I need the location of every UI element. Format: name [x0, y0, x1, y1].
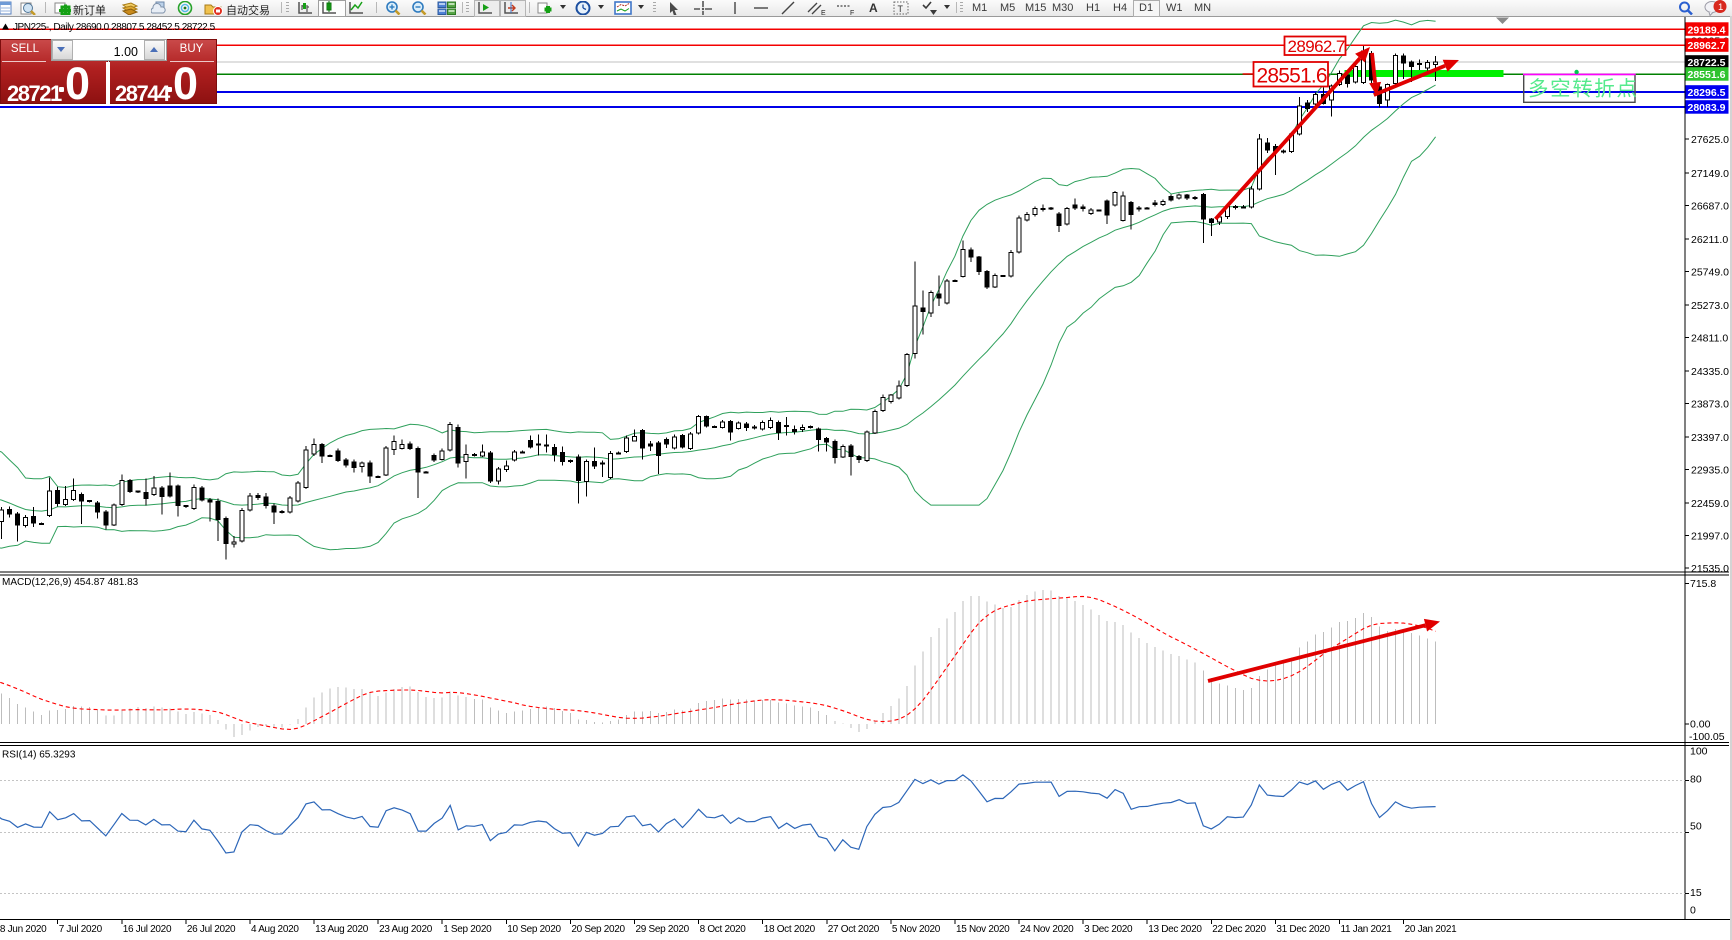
svg-text:50: 50 [1690, 821, 1702, 833]
svg-text:25749.0: 25749.0 [1691, 266, 1729, 278]
svg-text:28551.6: 28551.6 [1257, 65, 1327, 88]
svg-text:15 Nov 2020: 15 Nov 2020 [956, 924, 1010, 935]
svg-text:23873.0: 23873.0 [1691, 399, 1729, 411]
svg-text:8 Oct 2020: 8 Oct 2020 [700, 924, 747, 935]
svg-text:0: 0 [1690, 905, 1696, 917]
svg-text:28962.7: 28962.7 [1688, 40, 1726, 52]
svg-text:26 Jul 2020: 26 Jul 2020 [187, 924, 236, 935]
svg-text:24 Nov 2020: 24 Nov 2020 [1020, 924, 1074, 935]
svg-text:21997.0: 21997.0 [1691, 531, 1729, 543]
svg-text:16 Jul 2020: 16 Jul 2020 [123, 924, 172, 935]
svg-text:28 Jun 2020: 28 Jun 2020 [0, 924, 47, 935]
svg-text:0.00: 0.00 [1690, 719, 1711, 731]
svg-text:多空转折点: 多空转折点 [1528, 78, 1639, 101]
svg-text:27149.0: 27149.0 [1691, 168, 1729, 180]
svg-text:20 Sep 2020: 20 Sep 2020 [571, 924, 625, 935]
svg-text:25273.0: 25273.0 [1691, 300, 1729, 312]
svg-text:F: F [850, 10, 854, 15]
svg-text:22459.0: 22459.0 [1691, 498, 1729, 510]
svg-text:3 Dec 2020: 3 Dec 2020 [1084, 924, 1133, 935]
svg-text:T: T [898, 4, 904, 14]
svg-text:80: 80 [1690, 774, 1702, 786]
svg-text:-100.05: -100.05 [1689, 731, 1725, 743]
svg-text:13 Dec 2020: 13 Dec 2020 [1148, 924, 1202, 935]
svg-text:15: 15 [1690, 887, 1702, 899]
svg-text:7 Jul 2020: 7 Jul 2020 [59, 924, 103, 935]
svg-text:23397.0: 23397.0 [1691, 432, 1729, 444]
svg-text:24811.0: 24811.0 [1691, 332, 1728, 344]
svg-text:22 Dec 2020: 22 Dec 2020 [1212, 924, 1266, 935]
svg-text:100: 100 [1690, 746, 1708, 758]
svg-text:24335.0: 24335.0 [1691, 366, 1729, 378]
svg-text:26687.0: 26687.0 [1691, 200, 1729, 212]
svg-text:27625.0: 27625.0 [1691, 134, 1729, 146]
svg-text:21535.0: 21535.0 [1691, 563, 1729, 575]
svg-text:28551.6: 28551.6 [1688, 69, 1726, 81]
svg-text:11 Jan 2021: 11 Jan 2021 [1341, 924, 1393, 935]
svg-text:4 Aug 2020: 4 Aug 2020 [251, 924, 299, 935]
svg-text:23 Aug 2020: 23 Aug 2020 [379, 924, 433, 935]
svg-text:28962.7: 28962.7 [1288, 37, 1345, 56]
svg-text:JPN225-, Daily 28690.0 28807.: JPN225-, Daily 28690.0 28807.5 28452.5 2… [13, 22, 216, 33]
svg-text:13 Aug 2020: 13 Aug 2020 [315, 924, 369, 935]
svg-text:28722.5: 28722.5 [1688, 57, 1726, 69]
svg-text:28083.9: 28083.9 [1688, 102, 1726, 114]
svg-text:28296.5: 28296.5 [1688, 87, 1726, 99]
svg-text:27 Oct 2020: 27 Oct 2020 [828, 924, 880, 935]
svg-text:1 Sep 2020: 1 Sep 2020 [443, 924, 492, 935]
svg-text:10 Sep 2020: 10 Sep 2020 [507, 924, 561, 935]
svg-text:31 Dec 2020: 31 Dec 2020 [1276, 924, 1330, 935]
svg-text:RSI(14) 65.3293: RSI(14) 65.3293 [2, 750, 76, 761]
svg-text:5 Nov 2020: 5 Nov 2020 [892, 924, 941, 935]
svg-text:29189.4: 29189.4 [1688, 24, 1726, 36]
svg-text:1: 1 [1718, 2, 1723, 13]
svg-text:E: E [821, 10, 826, 15]
svg-text:26211.0: 26211.0 [1691, 234, 1728, 246]
svg-text:22935.0: 22935.0 [1691, 465, 1729, 477]
svg-text:20 Jan 2021: 20 Jan 2021 [1405, 924, 1457, 935]
svg-text:18 Oct 2020: 18 Oct 2020 [764, 924, 816, 935]
svg-text:715.8: 715.8 [1690, 578, 1716, 590]
svg-text:MACD(12,26,9) 454.87 481.83: MACD(12,26,9) 454.87 481.83 [2, 577, 139, 588]
svg-text:29 Sep 2020: 29 Sep 2020 [636, 924, 690, 935]
